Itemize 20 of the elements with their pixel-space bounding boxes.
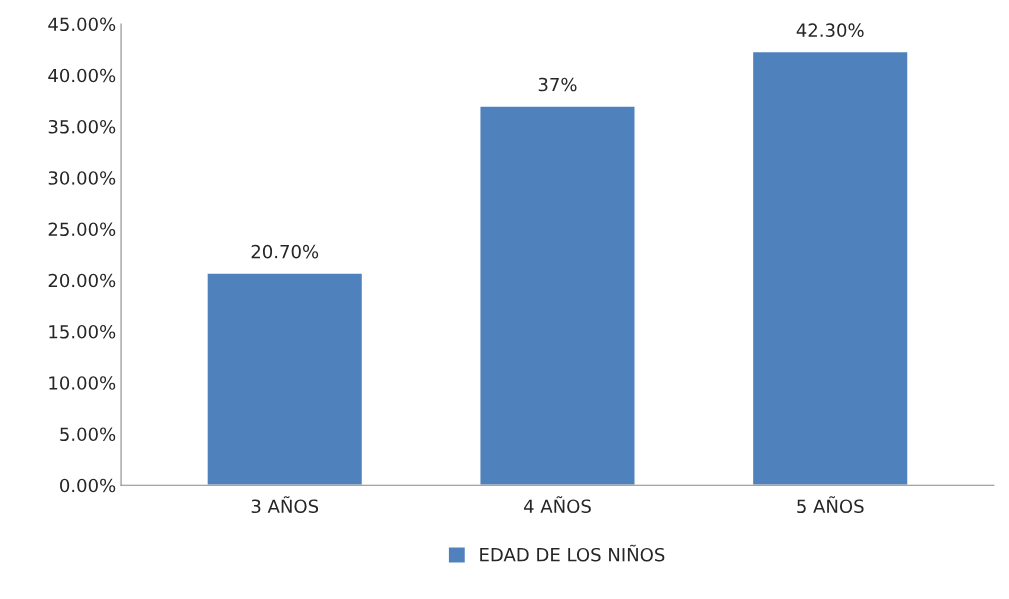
y-tick-label: 5.00% [60,427,116,442]
y-tick-label: 30.00% [48,171,116,185]
y-tick-label: 40.00% [48,68,116,83]
x-tick-label: 3 AÑOS [251,496,319,514]
bar [751,50,909,486]
y-tick-label: 45.00% [48,17,116,32]
x-tick-label: 5 AÑOS [797,496,864,514]
data-label: 42.30% [796,23,864,38]
bar [479,105,636,486]
data-label: 20.70% [251,244,319,259]
y-tick-label: 35.00% [48,119,116,134]
data-label: 37% [538,77,577,92]
y-tick-label: 25.00% [48,222,116,237]
y-tick-label: 10.00% [49,376,116,390]
x-tick-label: 4 AÑOS [523,496,591,514]
legend-label: EDAD DE LOS NIÑOS [480,544,665,562]
y-tick-label: 20.00% [48,273,116,288]
y-tick-label: 15.00% [49,324,116,339]
bar [206,272,364,486]
y-tick-label: 0.00% [60,478,116,493]
